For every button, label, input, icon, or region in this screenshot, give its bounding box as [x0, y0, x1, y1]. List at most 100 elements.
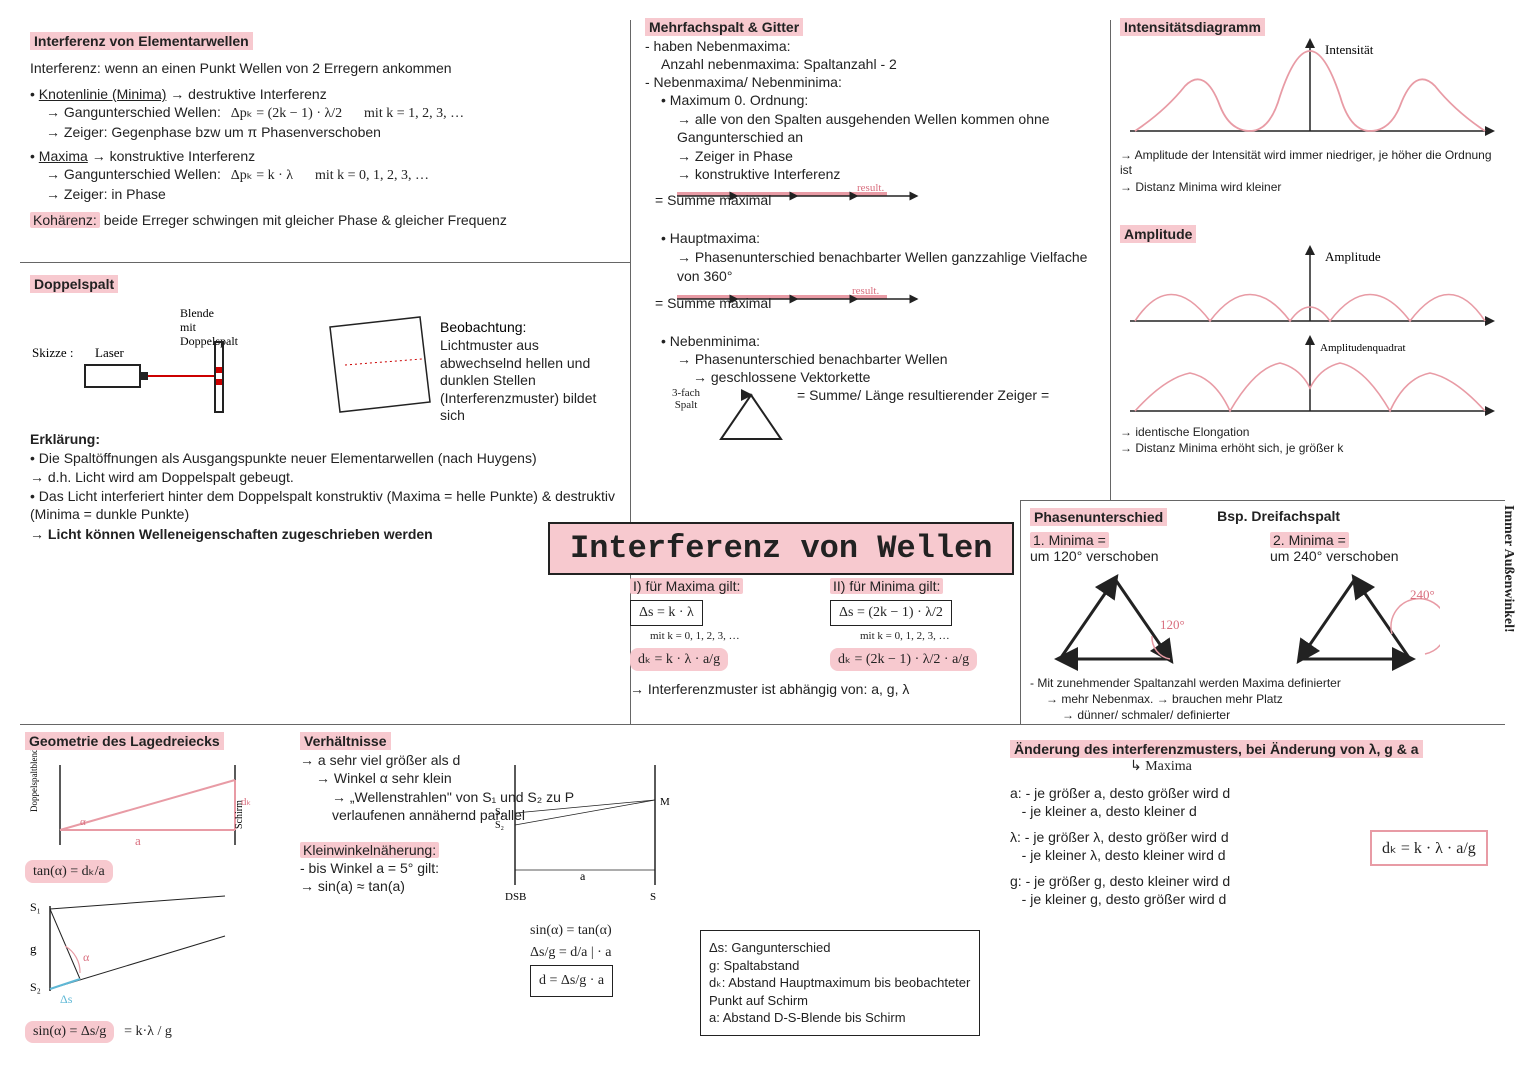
m0c: → konstruktive Interferenz — [677, 166, 1100, 182]
sec-formeln: I) für Maxima gilt: Δs = k · λ mit k = 0… — [630, 578, 1020, 699]
svg-text:Δs: Δs — [60, 992, 73, 1006]
svg-text:240°: 240° — [1410, 587, 1435, 602]
sec-mehrfach: Mehrfachspalt & Gitter - haben Nebenmaxi… — [645, 18, 1100, 447]
min2-t: um 240° verschoben — [1270, 548, 1480, 564]
heading: Doppelspalt — [30, 275, 118, 293]
svg-text:result.: result. — [857, 184, 884, 194]
svg-text:S: S — [650, 891, 656, 903]
klein-h: Kleinwinkelnäherung: — [300, 842, 439, 858]
erkl-h: Erklärung: — [30, 431, 620, 447]
ih: I) für Maxima gilt: — [630, 578, 743, 594]
svg-text:Amplitudenquadrat: Amplitudenquadrat — [1320, 342, 1406, 354]
knoten-mit: mit k = 1, 2, 3, … — [364, 106, 464, 121]
svg-text:Doppelspalt: Doppelspalt — [180, 334, 239, 348]
svg-text:mit: mit — [180, 320, 197, 334]
svg-text:α: α — [80, 816, 86, 828]
eq1: sin(α) = tan(α) — [530, 920, 700, 942]
heading: Intensitätsdiagramm — [1120, 18, 1265, 36]
foot1: - Mit zunehmender Spaltanzahl werden Max… — [1030, 676, 1505, 690]
n1: → identische Elongation — [1120, 425, 1505, 439]
nma: → Phasenunterschied benachbarter Wellen — [677, 351, 1100, 367]
hm: • Hauptmaxima: — [661, 230, 1100, 246]
svg-text:S₁: S₁ — [30, 900, 41, 914]
max-mit: mit k = 0, 1, 2, 3, … — [315, 168, 429, 183]
dk: dₖ: Abstand Hauptmaximum bis beobachtete… — [709, 974, 971, 1009]
knoten-l2: → Zeiger: Gegenphase bzw um π Phasenvers… — [46, 124, 620, 140]
sub: ↳ Maxima — [1130, 758, 1510, 775]
hma: → Phasenunterschied benachbarter Wellen … — [677, 248, 1100, 284]
a1: a: - je größer a, desto größer wird d — [1010, 785, 1510, 801]
svg-text:g: g — [30, 941, 37, 956]
i2: dₖ = k · λ · a/g — [630, 648, 728, 671]
bsp: Bsp. Dreifachspalt — [1217, 508, 1340, 526]
triangle-240: 240° — [1270, 564, 1440, 674]
aender-box: dₖ = k · λ · a/g — [1370, 830, 1488, 866]
nm: • Nebenminima: — [661, 333, 1100, 349]
erkl-2: → d.h. Licht wird am Doppelspalt gebeugt… — [30, 469, 620, 485]
sec-geometrie: Geometrie des Lagedreiecks Doppelspaltbl… — [25, 732, 285, 1043]
nmc: = Summe/ Länge resultierender Zeiger = — [797, 387, 1049, 403]
l1b: Anzahl nebenmaxima: Spaltanzahl - 2 — [661, 56, 1100, 72]
svg-text:S₂: S₂ — [30, 980, 41, 994]
koh-text: beide Erreger schwingen mit gleicher Pha… — [104, 212, 507, 228]
heading: Phasenunterschied — [1030, 508, 1167, 526]
geo-sketch-1: Doppelspaltblende Schirm a dₖ α — [25, 750, 275, 860]
eq3: d = Δs/g · a — [530, 965, 613, 997]
amplitude-chart: Amplitude — [1120, 243, 1500, 333]
svg-text:Laser: Laser — [95, 345, 125, 360]
heading: Amplitude — [1120, 225, 1196, 243]
m0a: → alle von den Spalten ausgehenden Welle… — [677, 110, 1100, 146]
sum-1: = Summe maximal — [655, 192, 771, 208]
sec-intensitaet: Intensitätsdiagramm Intensität → Amplitu… — [1120, 18, 1505, 196]
svg-text:α: α — [83, 950, 90, 964]
erkl-1: • Die Spaltöffnungen als Ausgangspunkte … — [30, 449, 620, 467]
heading: Verhältnisse — [300, 732, 391, 750]
klein-eqs: sin(α) = tan(α) Δs/g = d/a | · a d = Δs/… — [530, 920, 700, 997]
svg-text:a: a — [135, 833, 141, 848]
knoten-l1: → Gangunterschied Wellen: — [46, 104, 221, 120]
geo-sketch-2: S₁ S₂ g α Δs — [25, 891, 255, 1021]
sec-aenderung: Änderung des interferenzmusters, bei Änd… — [1010, 740, 1510, 909]
sec-elementarwellen: Interferenz von Elementarwellen Interfer… — [30, 30, 620, 230]
svg-text:S₁: S₁ — [495, 807, 504, 818]
knoten-f1: Δpₖ = (2k − 1) · λ/2 — [231, 106, 342, 121]
ii2: dₖ = (2k − 1) · λ/2 · a/g — [830, 648, 977, 671]
m0: • Maximum 0. Ordnung: — [661, 92, 1100, 108]
svg-text:M: M — [660, 796, 670, 808]
koh-label: Kohärenz: — [30, 212, 100, 228]
max-label: Maxima — [39, 148, 88, 164]
min1-h: 1. Minima = — [1030, 532, 1109, 548]
l1: - haben Nebenmaxima: — [645, 38, 1100, 54]
heading: Änderung des interferenzmusters, bei Änd… — [1010, 740, 1423, 758]
ii1: Δs = (2k − 1) · λ/2 — [830, 600, 952, 626]
n2: → Distanz Minima wird kleiner — [1120, 180, 1505, 194]
max-arrow: → konstruktive Interferenz — [92, 148, 255, 164]
triangle-120: 120° — [1030, 564, 1200, 674]
svg-text:a: a — [580, 869, 586, 883]
doppelspalt-sketch: Skizze : Laser Blende mit Doppelspalt Be… — [30, 297, 620, 427]
foot3: → dünner/ schmaler/ definierter — [1062, 708, 1505, 722]
a: a: Abstand D-S-Blende bis Schirm — [709, 1009, 971, 1027]
sin-eq: = k·λ / g — [124, 1024, 172, 1039]
sin-formula: sin(α) = Δs/g — [25, 1021, 114, 1043]
dreifach-label: 3-fachSpalt — [661, 387, 711, 411]
heading: Mehrfachspalt & Gitter — [645, 18, 803, 36]
g2: - je kleiner g, desto größer wird d — [1010, 891, 1510, 907]
sec-phasen: Phasenunterschied Bsp. Dreifachspalt 1. … — [1030, 508, 1505, 724]
svg-text:Blende: Blende — [180, 306, 214, 320]
svg-text:Intensität: Intensität — [1325, 42, 1374, 57]
ds: Δs: Gangunterschied — [709, 939, 971, 957]
tan-formula: tan(α) = dₖ/a — [25, 860, 113, 883]
iih: II) für Minima gilt: — [830, 578, 943, 594]
triangle-small — [711, 387, 791, 447]
sec-amplitude: Amplitude Amplitude Amplitudenquadrat → … — [1120, 225, 1505, 457]
svg-text:Amplitude: Amplitude — [1325, 249, 1381, 264]
n1: → Amplitude der Intensität wird immer ni… — [1120, 148, 1505, 178]
m0b: → Zeiger in Phase — [677, 148, 1100, 164]
a2: - je kleiner a, desto kleiner d — [1010, 803, 1510, 819]
foot2: → mehr Nebenmax. → brauchen mehr Platz — [1046, 692, 1505, 706]
svg-text:dₖ: dₖ — [241, 796, 251, 808]
sum-2: = Summe maximal — [655, 295, 771, 311]
heading: Interferenz von Elementarwellen — [30, 32, 253, 50]
svg-text:Skizze :: Skizze : — [32, 345, 74, 360]
